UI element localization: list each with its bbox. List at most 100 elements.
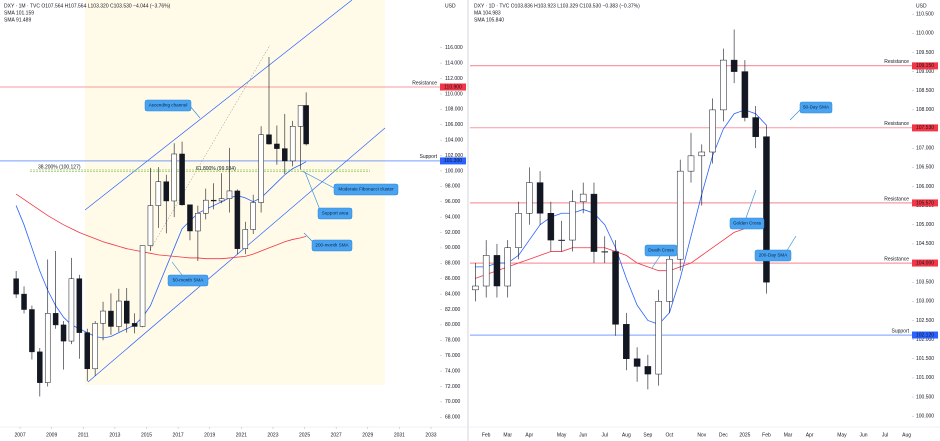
y-tick-label: 112.000 — [445, 76, 463, 82]
legend-entry: SMA 105.840 — [474, 17, 504, 23]
candle-body — [163, 181, 170, 202]
x-tick-label: 2033 — [425, 432, 436, 438]
candle-body — [493, 255, 501, 287]
candle-body — [504, 247, 511, 287]
callout: Ascending channel — [144, 99, 201, 119]
candle-body — [720, 59, 727, 111]
price-tag-label: 102.120 — [916, 332, 934, 338]
price-tag-label: 101.300 — [444, 158, 462, 164]
candle-body — [242, 229, 249, 249]
candle-body — [250, 202, 256, 230]
candle-body — [187, 204, 193, 232]
x-tick-label: 2031 — [394, 432, 405, 438]
candle-body — [274, 143, 280, 149]
callout-box — [799, 101, 833, 114]
candle-body — [60, 324, 67, 342]
candle-body — [155, 181, 162, 206]
candle-body — [29, 309, 35, 353]
y-tick-label: 82.000 — [445, 307, 461, 313]
callout: Death Cross — [644, 244, 678, 269]
legend-entry: SMA 91.489 — [4, 17, 31, 23]
candle-body — [644, 366, 652, 375]
candle-body — [515, 213, 522, 248]
y-tick-label: 100.000 — [445, 168, 463, 174]
y-axis-label: USD — [445, 3, 456, 9]
price-tag — [440, 83, 466, 91]
x-tick-label: Sep — [643, 432, 652, 438]
candle-body — [13, 278, 19, 295]
callout-text: Golden Cross — [733, 221, 762, 226]
x-tick-label: Feb — [762, 432, 771, 438]
candle-body — [108, 310, 114, 327]
callout: 200-month SMA — [303, 232, 353, 252]
candle-body — [676, 170, 684, 260]
callout-pointer — [189, 105, 201, 119]
x-tick-label: Apr — [806, 432, 814, 438]
level-name: Support — [419, 154, 437, 160]
price-tag — [912, 199, 938, 207]
y-tick-label: 106.000 — [445, 122, 463, 128]
callout-pointer — [785, 235, 797, 253]
y-tick-label: 88.000 — [445, 261, 461, 267]
candle-body — [569, 201, 576, 241]
callout-box — [754, 249, 792, 262]
x-tick-label: 2009 — [46, 432, 57, 438]
level-name: Resistance — [884, 59, 909, 65]
y-tick-label: 101.000 — [916, 375, 934, 381]
y-tick-label: 98.000 — [445, 184, 461, 190]
y-tick-label: 86.000 — [445, 276, 461, 282]
callout-box — [144, 99, 192, 112]
x-tick-label: Dec — [719, 432, 728, 438]
x-tick-label: 2007 — [15, 432, 26, 438]
level-name: Resistance — [884, 196, 909, 202]
legend-entry: SMA 101.159 — [4, 10, 34, 16]
price-tag — [440, 157, 466, 165]
candle-body — [526, 182, 533, 214]
x-tick-label: Jul — [602, 432, 608, 438]
legend-entry: MA 104.983 — [474, 10, 501, 16]
candle-body — [100, 310, 106, 324]
candle-body — [601, 251, 609, 253]
price-tag — [912, 124, 938, 132]
candle-body — [203, 199, 209, 214]
fib-trend-line — [149, 44, 271, 251]
x-tick-label: Mar — [784, 432, 793, 438]
y-tick-label: 110.500 — [916, 11, 934, 17]
y-tick-label: 90.000 — [445, 245, 461, 251]
moving-average-line — [475, 109, 767, 325]
callout-text: 200-month SMA — [315, 243, 349, 248]
callout: Support area — [304, 171, 353, 220]
y-tick-label: 74.000 — [445, 368, 461, 374]
moving-average-line — [15, 193, 307, 260]
candle-body — [623, 324, 630, 360]
y-tick-label: 109.000 — [916, 69, 934, 75]
callout-text: Death Cross — [648, 248, 674, 253]
x-tick-label: 2011 — [78, 432, 89, 438]
candle-body — [131, 323, 138, 327]
y-tick-label: 103.000 — [916, 299, 934, 305]
candle-body — [52, 313, 59, 326]
callout: Moderate Fibonacci cluster — [301, 170, 399, 196]
y-tick-label: 114.000 — [445, 60, 463, 66]
x-tick-label: 2019 — [204, 432, 215, 438]
candle-body — [687, 155, 695, 172]
level-name: Support — [891, 328, 909, 334]
candle-body — [590, 193, 598, 252]
candle-body — [655, 301, 662, 375]
y-tick-label: 68.000 — [445, 415, 461, 421]
candle-body — [210, 199, 217, 202]
price-tag-label: 107.530 — [916, 125, 934, 131]
callout-box — [167, 274, 209, 287]
callout-box — [333, 183, 399, 196]
callout-pointer — [651, 255, 661, 269]
candle-body — [579, 193, 587, 203]
callout: 200-Day SMA — [754, 235, 797, 262]
x-tick-label: 2023 — [267, 432, 278, 438]
y-tick-label: 94.000 — [445, 214, 461, 220]
fib-label: 38.200% (100.127) — [38, 164, 81, 170]
x-tick-label: Jun — [579, 432, 587, 438]
y-tick-label: 102.500 — [916, 318, 934, 324]
x-tick-label: Apr — [525, 432, 533, 438]
